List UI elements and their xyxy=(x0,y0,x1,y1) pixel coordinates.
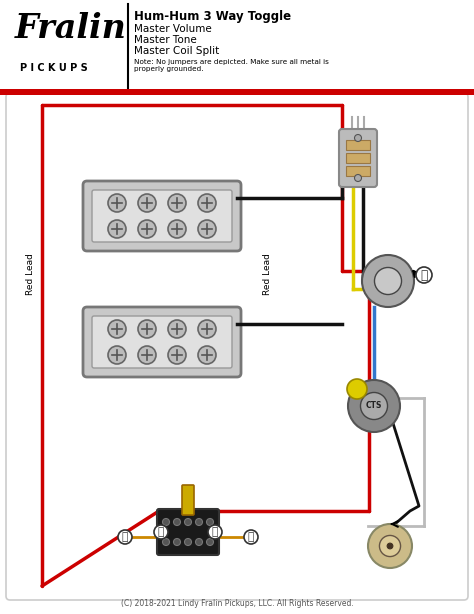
Circle shape xyxy=(198,346,216,364)
Circle shape xyxy=(208,525,222,539)
Circle shape xyxy=(195,538,202,545)
FancyBboxPatch shape xyxy=(339,129,377,187)
Bar xyxy=(346,153,370,163)
Bar xyxy=(0,89,474,95)
Circle shape xyxy=(138,194,156,212)
Circle shape xyxy=(347,379,367,399)
Circle shape xyxy=(163,538,170,545)
Circle shape xyxy=(348,380,400,432)
Circle shape xyxy=(163,518,170,526)
Text: Master Volume: Master Volume xyxy=(134,24,212,34)
Circle shape xyxy=(355,174,362,182)
Circle shape xyxy=(154,525,168,539)
Circle shape xyxy=(168,220,186,238)
FancyBboxPatch shape xyxy=(182,485,194,515)
Circle shape xyxy=(108,346,126,364)
FancyBboxPatch shape xyxy=(92,190,232,242)
Circle shape xyxy=(108,220,126,238)
Circle shape xyxy=(355,134,362,141)
Circle shape xyxy=(361,392,388,419)
FancyBboxPatch shape xyxy=(83,307,241,377)
Bar xyxy=(0,0,474,90)
Circle shape xyxy=(108,320,126,338)
FancyBboxPatch shape xyxy=(83,181,241,251)
Circle shape xyxy=(168,346,186,364)
Circle shape xyxy=(244,530,258,544)
Text: Note: No jumpers are depicted. Make sure all metal is
properly grounded.: Note: No jumpers are depicted. Make sure… xyxy=(134,59,329,72)
Circle shape xyxy=(138,346,156,364)
Text: ⏚: ⏚ xyxy=(212,527,218,537)
Circle shape xyxy=(184,538,191,545)
FancyBboxPatch shape xyxy=(92,316,232,368)
Text: Master Tone: Master Tone xyxy=(134,35,197,45)
Text: Master Coil Split: Master Coil Split xyxy=(134,46,219,56)
Circle shape xyxy=(380,535,401,556)
Circle shape xyxy=(168,320,186,338)
Text: ⏚: ⏚ xyxy=(248,532,254,543)
FancyBboxPatch shape xyxy=(6,93,468,600)
Circle shape xyxy=(138,220,156,238)
Circle shape xyxy=(368,524,412,568)
Text: Red Lead: Red Lead xyxy=(264,253,273,295)
Circle shape xyxy=(168,194,186,212)
Circle shape xyxy=(108,194,126,212)
Text: Hum-Hum 3 Way Toggle: Hum-Hum 3 Way Toggle xyxy=(134,10,291,23)
Circle shape xyxy=(207,518,213,526)
Circle shape xyxy=(362,255,414,307)
Circle shape xyxy=(198,194,216,212)
Circle shape xyxy=(138,320,156,338)
Circle shape xyxy=(198,220,216,238)
Circle shape xyxy=(387,543,393,549)
Circle shape xyxy=(173,538,181,545)
Circle shape xyxy=(374,268,401,295)
Text: ⏚: ⏚ xyxy=(122,532,128,543)
Text: P I C K U P S: P I C K U P S xyxy=(20,63,88,73)
Text: Red Lead: Red Lead xyxy=(26,253,35,295)
Circle shape xyxy=(118,530,132,544)
Circle shape xyxy=(195,518,202,526)
Text: (C) 2018-2021 Lindy Fralin Pickups, LLC. All Rights Reserved.: (C) 2018-2021 Lindy Fralin Pickups, LLC.… xyxy=(120,599,354,608)
FancyBboxPatch shape xyxy=(157,509,219,555)
Circle shape xyxy=(416,267,432,283)
Bar xyxy=(346,166,370,176)
Circle shape xyxy=(207,538,213,545)
Circle shape xyxy=(173,518,181,526)
Text: ⏚: ⏚ xyxy=(420,269,428,282)
Text: ⏚: ⏚ xyxy=(158,527,164,537)
Bar xyxy=(346,140,370,150)
Text: CTS: CTS xyxy=(366,402,382,411)
Circle shape xyxy=(198,320,216,338)
Circle shape xyxy=(184,518,191,526)
Text: Fralin: Fralin xyxy=(15,12,127,44)
